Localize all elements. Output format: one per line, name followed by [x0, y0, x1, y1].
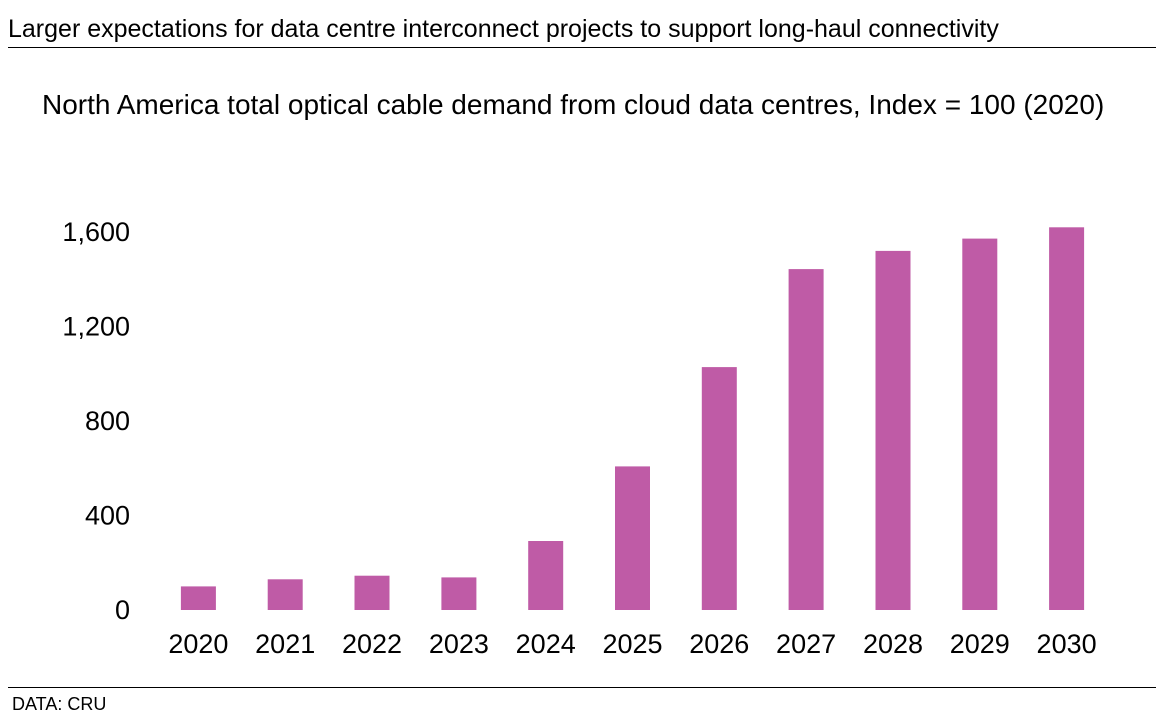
- bar-2029: [962, 238, 998, 610]
- chart-title: North America total optical cable demand…: [42, 89, 1105, 120]
- x-tick-label: 2027: [776, 629, 836, 659]
- x-tick-label: 2026: [689, 629, 749, 659]
- bottom-divider: [8, 687, 1156, 688]
- x-axis: 2020 2021 2022 2023 2024 2025 2026 2027 2028 2029…: [168, 629, 1096, 659]
- y-axis: 0 400 800 1,200 1,600: [62, 217, 130, 625]
- bar-2025: [615, 466, 650, 610]
- bar-2028: [875, 250, 911, 610]
- x-tick-label: 2030: [1037, 629, 1097, 659]
- y-tick-label: 800: [85, 406, 130, 436]
- source-note: DATA: CRU: [12, 694, 107, 714]
- x-tick-label: 2028: [863, 629, 923, 659]
- bars: [180, 227, 1085, 611]
- x-tick-label: 2024: [516, 629, 576, 659]
- x-tick-label: 2020: [168, 629, 228, 659]
- bar-2020: [180, 586, 216, 610]
- x-tick-label: 2025: [602, 629, 662, 659]
- bar-2026: [701, 367, 737, 610]
- y-tick-label: 1,200: [62, 312, 130, 342]
- y-tick-label: 0: [115, 595, 130, 625]
- x-tick-label: 2022: [342, 629, 402, 659]
- chart-headline: Larger expectations for data centre inte…: [8, 15, 999, 43]
- x-tick-label: 2029: [950, 629, 1010, 659]
- bar-2030: [1049, 227, 1085, 611]
- bar-2027: [788, 269, 824, 610]
- bar-2022: [354, 575, 390, 610]
- bar-2024: [528, 541, 564, 610]
- bar-2021: [267, 579, 303, 610]
- bar-2023: [441, 577, 477, 610]
- y-tick-label: 400: [85, 501, 130, 531]
- x-tick-label: 2021: [255, 629, 315, 659]
- top-divider: [8, 47, 1156, 48]
- x-tick-label: 2023: [429, 629, 489, 659]
- y-tick-label: 1,600: [62, 217, 130, 247]
